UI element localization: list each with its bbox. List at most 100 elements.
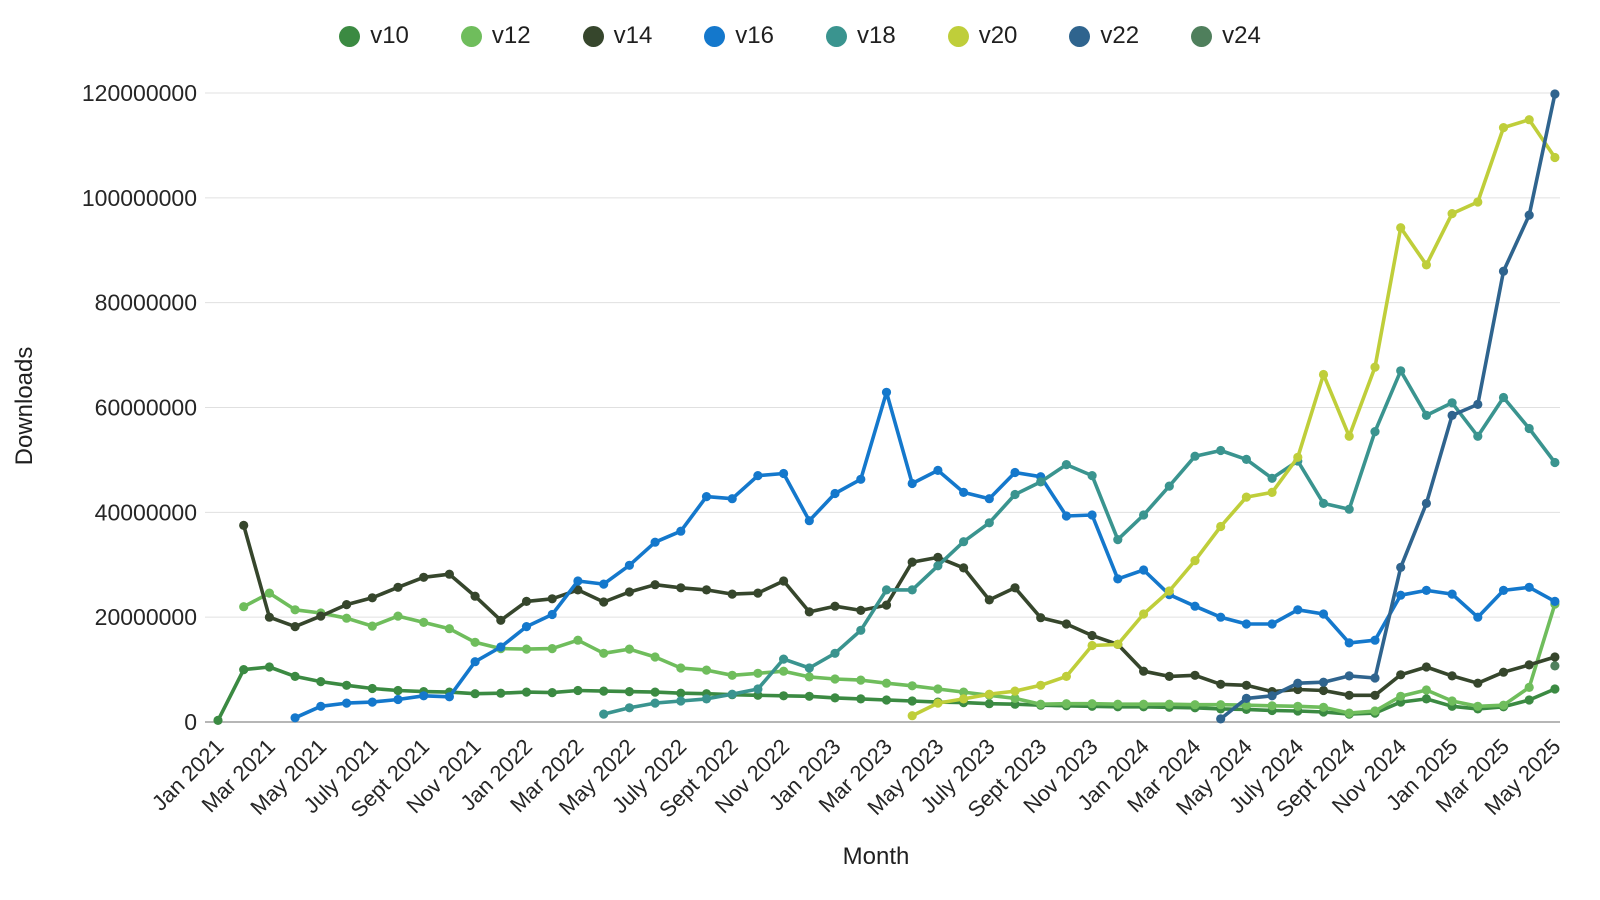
y-tick-label: 40000000 — [95, 499, 197, 525]
point-v18 — [1318, 498, 1329, 508]
point-v22 — [1524, 210, 1534, 220]
point-v14 — [804, 607, 814, 617]
point-v16 — [367, 697, 377, 707]
point-v18 — [804, 663, 814, 673]
x-axis-title: Month — [843, 843, 910, 870]
point-v16 — [753, 471, 763, 481]
y-tick-label: 0 — [184, 709, 197, 735]
legend-item-v18[interactable]: v18 — [826, 24, 896, 48]
series-line-v14 — [241, 523, 1557, 698]
point-v16 — [1524, 582, 1534, 592]
point-v16 — [1139, 565, 1149, 575]
point-v16 — [1113, 574, 1123, 584]
point-v16 — [547, 609, 557, 620]
point-v20 — [1216, 521, 1226, 532]
point-v20 — [1421, 260, 1431, 270]
series-line-v22 — [1218, 92, 1557, 721]
legend-item-v20[interactable]: v20 — [947, 24, 1017, 48]
point-v12 — [856, 675, 866, 685]
point-v16 — [1447, 589, 1457, 599]
point-v16 — [1473, 612, 1483, 622]
point-v18 — [1061, 460, 1071, 470]
point-v20 — [1550, 152, 1560, 163]
legend-label-v24: v24 — [1222, 22, 1261, 49]
point-v18 — [1370, 427, 1380, 437]
point-v18 — [907, 585, 917, 595]
point-v20 — [1344, 431, 1354, 441]
point-v10 — [881, 695, 892, 705]
point-v12 — [753, 668, 763, 678]
point-v12 — [1473, 701, 1483, 711]
point-v18 — [1344, 504, 1354, 514]
series-line-v12 — [241, 591, 1557, 715]
chart-legend: v10 v12 v14 v16 v18 v20 v22 v24 — [0, 24, 1600, 48]
legend-item-v12[interactable]: v12 — [460, 24, 531, 48]
legend-label-v18: v18 — [857, 22, 896, 49]
legend-label-v22: v22 — [1100, 22, 1140, 49]
point-v12 — [547, 644, 557, 654]
legend-item-v16[interactable]: v16 — [704, 24, 774, 48]
point-v12 — [1010, 693, 1020, 704]
point-v10 — [753, 690, 763, 700]
point-v20 — [1473, 197, 1483, 207]
point-v20 — [1061, 671, 1071, 682]
point-v16 — [1190, 601, 1200, 611]
point-v22 — [1473, 399, 1483, 409]
y-tick-label: 100000000 — [82, 185, 197, 211]
point-v14 — [650, 580, 660, 590]
point-v14 — [547, 594, 557, 604]
y-axis-title: Downloads — [11, 347, 38, 466]
point-v18 — [1498, 392, 1509, 403]
point-v14 — [444, 569, 454, 579]
legend-item-v24[interactable]: v24 — [1191, 24, 1261, 48]
point-v10 — [1524, 695, 1534, 705]
point-v16 — [599, 579, 609, 589]
point-v16 — [342, 698, 352, 708]
point-v14 — [1498, 667, 1509, 677]
point-v18 — [1241, 454, 1251, 464]
point-v18 — [856, 625, 866, 635]
point-v14 — [573, 585, 583, 595]
point-v14 — [599, 597, 609, 607]
point-v20 — [1139, 609, 1149, 619]
point-v22 — [1370, 673, 1380, 683]
legend-item-v22[interactable]: v22 — [1069, 24, 1139, 48]
point-v12 — [573, 635, 583, 645]
point-v18 — [676, 696, 686, 706]
point-v22 — [1293, 678, 1303, 688]
point-v10 — [676, 688, 686, 698]
point-v16 — [676, 526, 686, 536]
point-v12 — [779, 666, 789, 676]
legend-item-v10[interactable]: v10 — [339, 24, 409, 48]
point-v18 — [1113, 535, 1123, 545]
point-v14 — [496, 615, 506, 625]
legend-dot-v14 — [582, 25, 604, 47]
point-v18 — [881, 585, 892, 595]
point-v14 — [1524, 660, 1534, 670]
point-v10 — [316, 677, 326, 687]
point-v12 — [676, 663, 686, 673]
point-v18 — [1421, 410, 1431, 420]
point-v16 — [1241, 619, 1251, 629]
point-v18 — [984, 518, 994, 528]
point-v18 — [1267, 473, 1277, 483]
point-v14 — [367, 593, 377, 603]
point-v16 — [521, 622, 532, 632]
point-v12 — [1164, 699, 1174, 709]
point-v10 — [547, 688, 557, 698]
point-v20 — [1190, 556, 1200, 566]
point-v14 — [342, 600, 352, 610]
legend-item-v14[interactable]: v14 — [582, 24, 652, 48]
point-v22 — [1421, 498, 1431, 508]
point-v12 — [367, 621, 377, 631]
point-v16 — [1498, 585, 1509, 596]
point-v16 — [779, 468, 789, 479]
point-v16 — [1010, 467, 1020, 478]
point-v16 — [316, 701, 326, 711]
point-v16 — [470, 657, 480, 667]
point-v10 — [804, 691, 814, 701]
point-v16 — [701, 492, 712, 502]
point-v10 — [984, 699, 994, 709]
